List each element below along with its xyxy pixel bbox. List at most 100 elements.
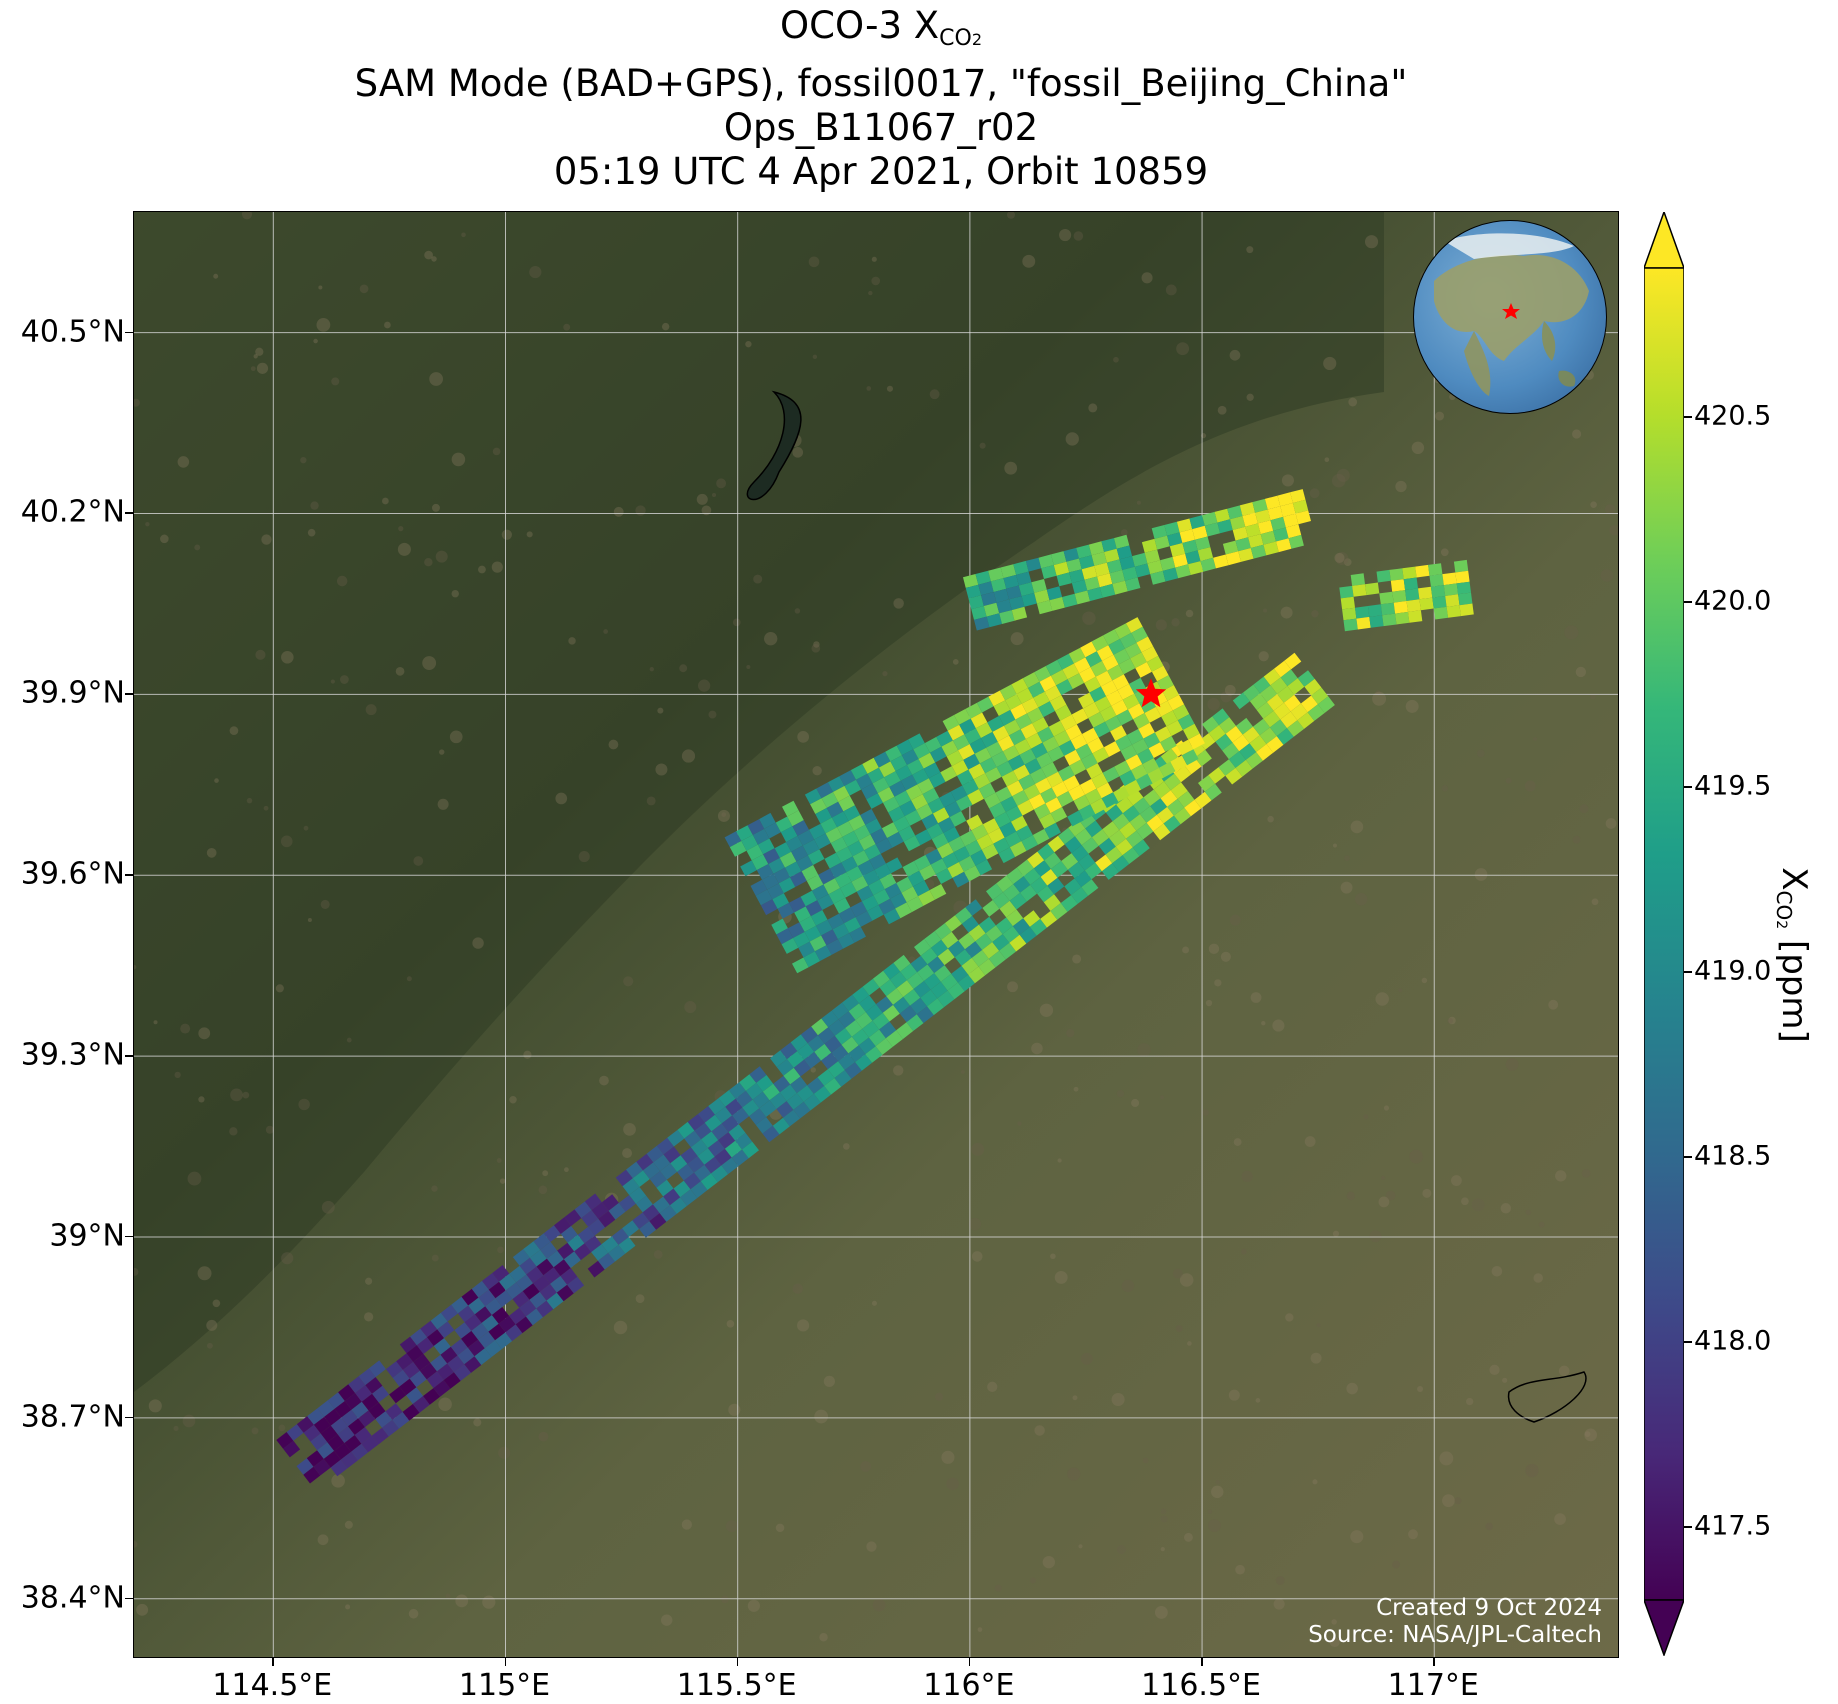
sounding-footprint (904, 809, 922, 826)
sounding-footprint (886, 857, 903, 874)
sounding-footprint (1006, 909, 1024, 927)
terrain-speckle (1398, 988, 1403, 993)
sounding-footprint (776, 1059, 794, 1076)
sounding-footprint (913, 743, 930, 759)
sounding-footprint (1001, 770, 1019, 787)
sounding-footprint (1194, 749, 1212, 767)
sounding-footprint (587, 1260, 605, 1278)
terrain-speckle (1235, 1564, 1245, 1575)
sounding-footprint (522, 1283, 540, 1300)
sounding-footprint (622, 1220, 640, 1237)
sounding-footprint (1446, 605, 1461, 618)
sounding-footprint (1074, 590, 1090, 605)
terrain-speckle (1491, 1265, 1503, 1277)
sounding-footprint (1070, 734, 1088, 750)
sounding-footprint (1018, 582, 1035, 597)
terrain-speckle (1476, 749, 1485, 758)
lon-tick (272, 1658, 274, 1666)
sounding-footprint (839, 907, 856, 924)
sounding-footprint (1284, 652, 1302, 670)
colorbar (1644, 212, 1684, 1656)
sounding-footprint (1453, 559, 1469, 573)
terrain-speckle (1383, 1105, 1390, 1111)
sounding-footprint (858, 1037, 876, 1055)
terrain-speckle (1584, 1428, 1597, 1442)
sounding-footprint (910, 997, 928, 1015)
sounding-footprint (895, 765, 913, 781)
lon-tick-label: 116.5°E (1141, 1668, 1261, 1703)
sounding-footprint (823, 878, 841, 895)
terrain-speckle (1175, 1325, 1183, 1333)
sounding-footprint (1068, 785, 1085, 801)
sounding-footprint (821, 1010, 839, 1028)
globe-inset (1413, 220, 1607, 414)
sounding-footprint (1019, 748, 1037, 765)
sounding-footprint (1079, 778, 1097, 795)
sounding-footprint (317, 1400, 335, 1417)
sounding-footprint (482, 1273, 500, 1290)
sounding-footprint (1050, 903, 1068, 920)
sounding-footprint (1162, 567, 1179, 582)
sounding-footprint (639, 1221, 657, 1238)
terrain-speckle (1324, 457, 1330, 463)
sounding-footprint (981, 843, 999, 860)
sounding-footprint (787, 1051, 804, 1068)
sounding-footprint (827, 1061, 845, 1078)
terrain-speckle (701, 505, 712, 516)
sounding-footprint (875, 1038, 893, 1055)
sounding-footprint (896, 980, 914, 997)
sounding-footprint (1173, 807, 1191, 825)
sounding-footprint (966, 814, 983, 831)
terrain-speckle (568, 637, 576, 645)
sounding-footprint (1002, 926, 1020, 943)
sounding-footprint (971, 606, 987, 620)
sounding-footprint (684, 1130, 702, 1148)
map-panel[interactable]: Created 9 Oct 2024 Source: NASA/JPL-Calt… (133, 211, 1619, 1658)
sounding-footprint (1090, 660, 1108, 677)
sounding-footprint (1151, 665, 1169, 682)
sounding-footprint (992, 725, 1010, 742)
terrain-speckle (398, 525, 404, 532)
terrain-speckle (813, 641, 820, 648)
sounding-footprint (1198, 733, 1216, 750)
terrain-speckle (810, 1067, 816, 1073)
sounding-footprint (286, 1424, 304, 1441)
sounding-footprint (1021, 835, 1038, 851)
colorbar-tick-label: 417.5 (1694, 1510, 1772, 1542)
sounding-footprint (721, 1157, 739, 1175)
sounding-footprint (1243, 684, 1261, 702)
sounding-footprint (923, 762, 941, 779)
terrain-speckle (1228, 1389, 1240, 1401)
sounding-footprint (303, 1466, 321, 1484)
sounding-footprint (937, 948, 955, 966)
terrain-speckle (1411, 441, 1425, 455)
terrain-speckle (1335, 551, 1349, 566)
sounding-footprint (1064, 878, 1082, 896)
sounding-footprint (437, 1363, 454, 1381)
sounding-footprint (1343, 618, 1358, 632)
sounding-footprint (940, 973, 958, 991)
sounding-footprint (677, 1121, 695, 1139)
sounding-footprint (1031, 579, 1047, 593)
sounding-footprint (1091, 772, 1108, 789)
terrain-speckle (509, 1096, 517, 1104)
terrain-speckle (538, 1185, 548, 1195)
sounding-footprint (557, 1242, 575, 1260)
sounding-footprint (1045, 797, 1062, 814)
sounding-footprint (450, 1338, 468, 1356)
sounding-footprint (928, 772, 946, 788)
sounding-footprint (898, 825, 916, 842)
lat-tick (125, 331, 133, 334)
sounding-footprint (830, 837, 848, 853)
sounding-footprint (762, 1125, 780, 1143)
sounding-footprint (653, 1154, 671, 1172)
sounding-footprint (736, 825, 753, 841)
sounding-footprint (974, 616, 990, 631)
terrain-speckle (1332, 1230, 1340, 1237)
sounding-footprint (952, 871, 970, 888)
sounding-footprint (1260, 530, 1276, 545)
sounding-footprint (756, 864, 774, 880)
sounding-footprint (1389, 568, 1404, 581)
colorbar-tick (1684, 1526, 1692, 1528)
sounding-footprint (903, 835, 921, 852)
